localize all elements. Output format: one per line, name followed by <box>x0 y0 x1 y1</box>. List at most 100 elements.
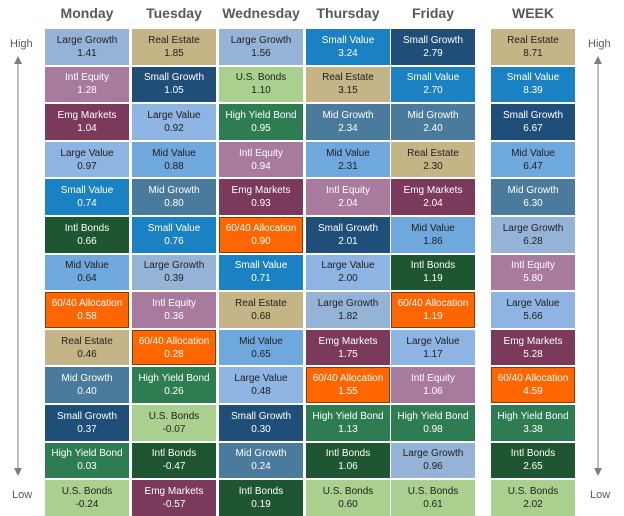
quilt-cell: 60/40 Allocation 1.55 <box>306 367 390 403</box>
quilt-cell: 60/40 Allocation 0.90 <box>219 217 303 253</box>
quilt-cell: 60/40 Allocation 0.58 <box>45 292 129 328</box>
asset-label: 60/40 Allocation <box>51 297 123 309</box>
return-value: 2.00 <box>338 273 358 285</box>
return-value: 0.68 <box>251 310 271 322</box>
return-value: 0.80 <box>164 198 184 210</box>
column-header: Tuesday <box>146 5 202 21</box>
asset-label: High Yield Bond <box>225 109 297 121</box>
quilt-cell: Large Growth 1.41 <box>45 29 129 65</box>
high-label-right: High <box>588 38 611 50</box>
return-value: 1.06 <box>338 461 358 473</box>
asset-label: Small Growth <box>143 72 204 84</box>
asset-label: Small Growth <box>230 410 291 422</box>
asset-label: U.S. Bonds <box>235 72 287 84</box>
asset-label: Intl Bonds <box>325 448 371 460</box>
return-value: 0.30 <box>251 423 271 435</box>
asset-label: Mid Growth <box>235 448 287 460</box>
quilt-cell: Small Growth 2.01 <box>306 217 390 253</box>
quilt-cell: U.S. Bonds 0.60 <box>306 480 390 516</box>
return-value: 0.90 <box>251 235 271 247</box>
return-value: 1.17 <box>423 348 443 360</box>
asset-label: Small Value <box>147 222 201 234</box>
quilt-cell: Emg Markets 1.75 <box>306 329 390 366</box>
asset-label: Intl Bonds <box>64 222 110 234</box>
quilt-cell: Mid Growth 2.40 <box>391 104 475 140</box>
asset-label: Large Growth <box>230 34 292 46</box>
asset-label: High Yield Bond <box>497 410 569 422</box>
quilt-cell: Large Value 0.97 <box>45 141 129 178</box>
low-label-right: Low <box>590 489 611 501</box>
quilt-cell: 60/40 Allocation 0.28 <box>132 329 216 366</box>
asset-label: Mid Growth <box>61 373 113 385</box>
asset-label: U.S. Bonds <box>61 485 113 497</box>
asset-label: Intl Bonds <box>151 448 197 460</box>
return-value: 0.61 <box>423 498 443 510</box>
quilt-cell: 60/40 Allocation 1.19 <box>391 292 475 328</box>
return-value: 0.96 <box>423 461 443 473</box>
quilt-cell: Intl Equity 0.36 <box>132 292 216 328</box>
asset-label: Large Value <box>60 147 114 159</box>
high-label-left: High <box>10 38 33 50</box>
return-value: 2.40 <box>423 122 443 134</box>
quilt-cell: Mid Growth 0.40 <box>45 367 129 403</box>
return-value: 2.01 <box>338 235 358 247</box>
return-value: 0.88 <box>164 160 184 172</box>
asset-label: Mid Value <box>511 147 555 159</box>
quilt-cell: High Yield Bond 0.03 <box>45 442 129 479</box>
asset-label: Large Growth <box>143 260 205 272</box>
asset-label: Intl Equity <box>152 297 196 309</box>
quilt-cell: Small Value 0.71 <box>219 254 303 291</box>
return-value: 1.10 <box>251 85 271 97</box>
quilt-cell: Real Estate 2.30 <box>391 141 475 178</box>
quilt-cell: Intl Equity 2.04 <box>306 179 390 215</box>
asset-label: Large Value <box>321 260 375 272</box>
quilt-cell: Mid Value 0.64 <box>45 254 129 291</box>
asset-label: U.S. Bonds <box>407 485 459 497</box>
return-value: 0.98 <box>423 423 443 435</box>
asset-label: Mid Growth <box>322 109 374 121</box>
asset-label: Mid Value <box>326 147 370 159</box>
quilt-cell: Small Value 2.70 <box>391 66 475 103</box>
quilt-cell: Real Estate 8.71 <box>491 29 575 65</box>
asset-label: Real Estate <box>235 297 287 309</box>
return-value: 2.70 <box>423 85 443 97</box>
asset-label: Real Estate <box>507 34 559 46</box>
asset-label: Small Value <box>406 72 460 84</box>
return-value: 1.85 <box>164 47 184 59</box>
quilt-cell: Mid Value 6.47 <box>491 141 575 178</box>
quilt-cell: Mid Growth 0.80 <box>132 179 216 215</box>
quilt-cell: Real Estate 0.68 <box>219 292 303 328</box>
asset-label: Real Estate <box>61 335 113 347</box>
asset-label: Real Estate <box>322 72 374 84</box>
asset-label: Emg Markets <box>144 485 204 497</box>
quilt-cell: Mid Value 0.65 <box>219 329 303 366</box>
quilt-cell: Large Growth 1.56 <box>219 29 303 65</box>
quilt-cell: High Yield Bond 0.26 <box>132 367 216 403</box>
quilt-cell: Emg Markets -0.57 <box>132 480 216 516</box>
asset-label: High Yield Bond <box>312 410 384 422</box>
return-value: 1.55 <box>338 386 358 398</box>
asset-label: Small Value <box>506 72 560 84</box>
return-value: 1.13 <box>338 423 358 435</box>
return-value: 4.59 <box>523 386 543 398</box>
asset-label: Large Growth <box>317 297 379 309</box>
quilt-cell: Large Growth 0.96 <box>391 442 475 479</box>
asset-label: Emg Markets <box>403 185 463 197</box>
quilt-cell: Large Growth 6.28 <box>491 217 575 253</box>
quilt-cell: Small Value 3.24 <box>306 29 390 65</box>
return-value: 0.19 <box>251 498 271 510</box>
return-value: 1.05 <box>164 85 184 97</box>
return-value: 0.28 <box>164 348 184 360</box>
return-value: 6.30 <box>523 198 543 210</box>
asset-label: 60/40 Allocation <box>312 373 384 385</box>
asset-label: Mid Growth <box>407 109 459 121</box>
return-value: 0.24 <box>251 461 271 473</box>
return-value: 1.28 <box>77 85 97 97</box>
asset-label: Mid Value <box>65 260 109 272</box>
return-value: 2.79 <box>423 47 443 59</box>
quilt-cell: Real Estate 1.85 <box>132 29 216 65</box>
quilt-cell: Intl Bonds 2.65 <box>491 442 575 479</box>
quilt-cell: Large Value 2.00 <box>306 254 390 291</box>
return-value: 0.48 <box>251 386 271 398</box>
asset-label: Small Growth <box>56 410 117 422</box>
